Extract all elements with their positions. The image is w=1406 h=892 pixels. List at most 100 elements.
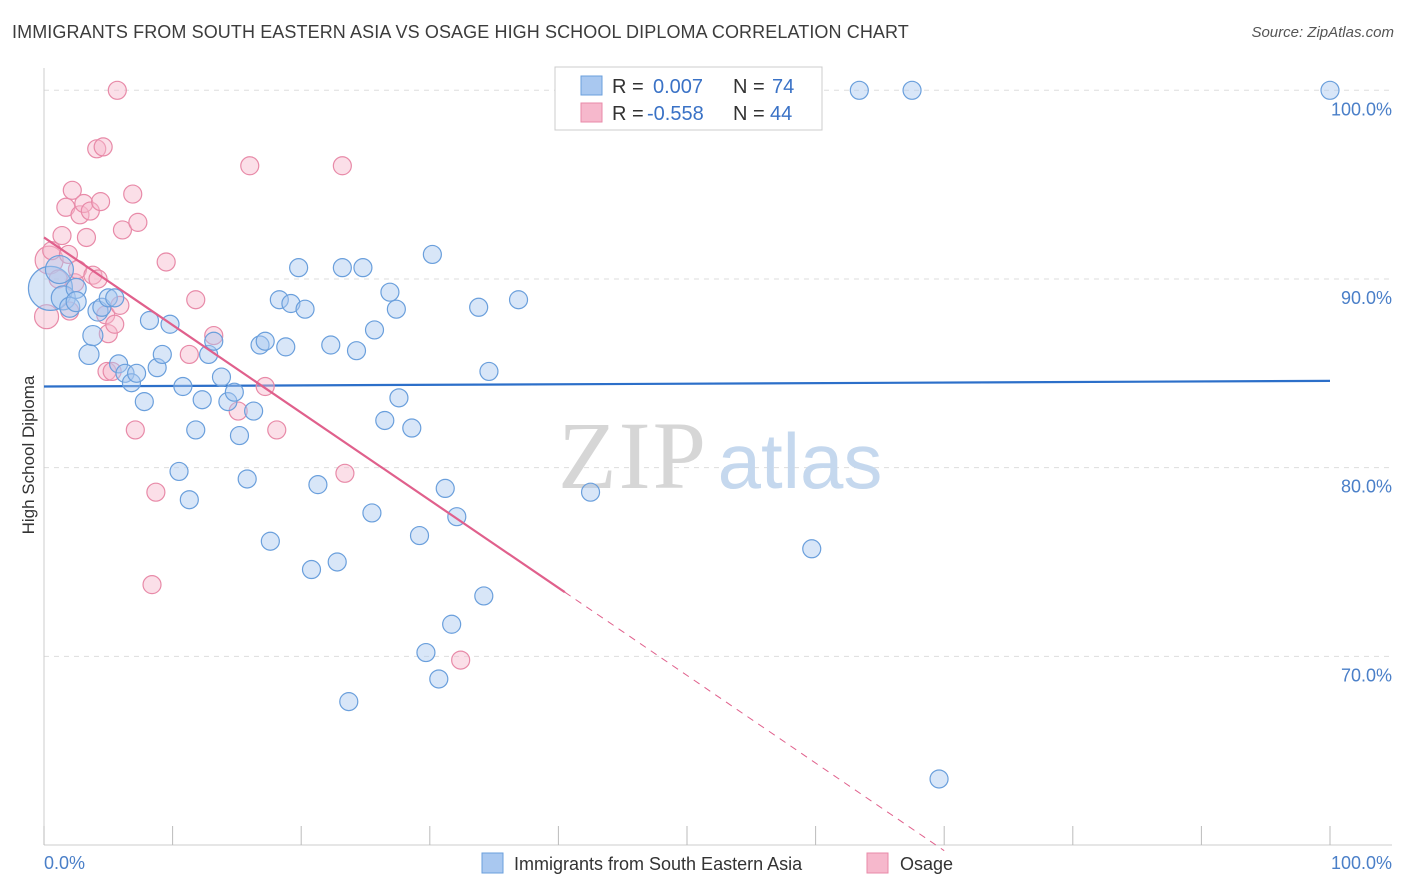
data-point-south-eastern-asia [802, 539, 822, 559]
data-point-south-eastern-asia [289, 258, 309, 278]
data-point-osage [179, 344, 199, 365]
legend-swatch-pink [580, 102, 603, 123]
data-point-south-eastern-asia [204, 331, 224, 351]
data-point-south-eastern-asia [105, 288, 125, 308]
data-point-south-eastern-asia [139, 310, 160, 331]
trend-line-pink-dashed [564, 591, 945, 852]
data-point-south-eastern-asia [211, 367, 232, 387]
legend-n-label-pink: N = [733, 103, 765, 125]
data-point-osage [112, 220, 133, 240]
data-point-south-eastern-asia [186, 420, 206, 440]
grid-lines [44, 89, 1392, 657]
data-point-south-eastern-asia [409, 525, 430, 546]
bottom-legend-swatch-blue [481, 852, 504, 874]
data-point-south-eastern-asia [108, 354, 129, 374]
y-axis-label: High School Diploma [19, 375, 38, 534]
data-point-south-eastern-asia [474, 586, 494, 606]
stats-legend: R = 0.007 N = 74 R = -0.558 N = 44 [554, 66, 823, 131]
data-point-south-eastern-asia [479, 361, 499, 382]
data-point-south-eastern-asia [281, 293, 301, 314]
data-point-south-eastern-asia [98, 288, 118, 308]
data-point-south-eastern-asia [422, 244, 442, 265]
data-point-osage [105, 314, 125, 334]
data-point-south-eastern-asia [237, 469, 257, 489]
legend-n-label-blue: N = [733, 76, 765, 98]
data-point-south-eastern-asia [65, 291, 87, 313]
data-point-osage [128, 212, 148, 232]
data-point-south-eastern-asia [59, 296, 81, 318]
data-point-south-eastern-asia [402, 418, 422, 438]
data-point-south-eastern-asia [308, 475, 328, 495]
watermark-zip: ZIP [558, 402, 708, 509]
legend-r-label-pink: R = [612, 103, 644, 125]
data-point-osage [332, 156, 352, 176]
data-point-south-eastern-asia [346, 341, 367, 361]
data-point-south-eastern-asia [295, 299, 315, 319]
data-point-south-eastern-asia [269, 290, 289, 310]
legend-r-value-pink: -0.558 [647, 103, 704, 125]
data-point-south-eastern-asia [301, 559, 322, 580]
data-point-south-eastern-asia [44, 254, 75, 285]
watermark-atlas: atlas [718, 417, 883, 505]
data-point-osage [107, 80, 127, 100]
data-point-osage [335, 463, 355, 483]
data-point-osage [240, 156, 260, 176]
data-point-south-eastern-asia [380, 282, 400, 302]
data-point-south-eastern-asia [339, 692, 359, 712]
data-point-south-eastern-asia [327, 552, 347, 572]
data-point-south-eastern-asia [849, 80, 869, 100]
data-point-osage [156, 252, 176, 272]
data-point-south-eastern-asia [27, 265, 74, 312]
data-point-south-eastern-asia [229, 425, 250, 446]
y-tick-label: 80.0% [1341, 477, 1392, 497]
data-point-south-eastern-asia [332, 258, 352, 278]
data-point-south-eastern-asia [321, 335, 341, 355]
data-point-south-eastern-asia [362, 503, 382, 523]
data-point-south-eastern-asia [389, 388, 409, 408]
data-point-south-eastern-asia [121, 373, 142, 393]
data-point-osage [70, 205, 90, 225]
watermark: ZIP atlas [558, 402, 882, 509]
data-point-south-eastern-asia [435, 478, 455, 499]
data-point-osage [204, 325, 224, 346]
data-point-south-eastern-asia [580, 482, 601, 502]
data-point-south-eastern-asia [152, 344, 172, 365]
x-tick-label-min: 0.0% [44, 853, 85, 873]
data-point-osage [123, 184, 143, 204]
data-point-south-eastern-asia [169, 461, 189, 482]
data-point-osage [142, 575, 162, 595]
data-point-south-eastern-asia [353, 258, 373, 278]
bottom-legend-label-blue: Immigrants from South Eastern Asia [514, 854, 803, 874]
data-point-south-eastern-asia [442, 614, 462, 634]
legend-r-label-blue: R = [612, 76, 644, 98]
data-point-osage [98, 324, 118, 344]
x-tick-label-max: 100.0% [1331, 853, 1392, 873]
data-point-osage [93, 137, 113, 157]
data-point-south-eastern-asia [115, 363, 135, 383]
chart-title: IMMIGRANTS FROM SOUTH EASTERN ASIA VS OS… [12, 22, 909, 42]
data-point-osage [90, 192, 111, 212]
points-south-eastern-asia [27, 80, 1340, 789]
data-point-south-eastern-asia [134, 392, 154, 412]
data-point-south-eastern-asia [469, 297, 489, 317]
y-tick-label: 70.0% [1341, 665, 1392, 685]
data-point-south-eastern-asia [250, 335, 270, 355]
data-point-south-eastern-asia [416, 642, 436, 663]
data-point-osage [88, 269, 108, 289]
data-point-south-eastern-asia [224, 382, 244, 402]
data-point-south-eastern-asia [173, 376, 193, 397]
data-point-south-eastern-asia [92, 297, 112, 317]
bottom-legend: Immigrants from South Eastern Asia Osage [481, 852, 953, 874]
bottom-legend-label-pink: Osage [900, 854, 953, 874]
legend-n-value-blue: 74 [772, 76, 794, 98]
y-tick-label: 100.0% [1331, 99, 1392, 119]
tick-labels: 70.0% 80.0% 90.0% 100.0% 0.0% 100.0% [44, 99, 1392, 873]
data-point-osage [146, 482, 166, 502]
data-point-south-eastern-asia [929, 769, 949, 789]
data-point-south-eastern-asia [255, 331, 275, 351]
data-point-south-eastern-asia [218, 392, 238, 412]
data-point-south-eastern-asia [276, 337, 296, 357]
data-point-osage [76, 227, 97, 248]
data-point-south-eastern-asia [429, 669, 449, 689]
legend-swatch-blue [580, 75, 603, 96]
